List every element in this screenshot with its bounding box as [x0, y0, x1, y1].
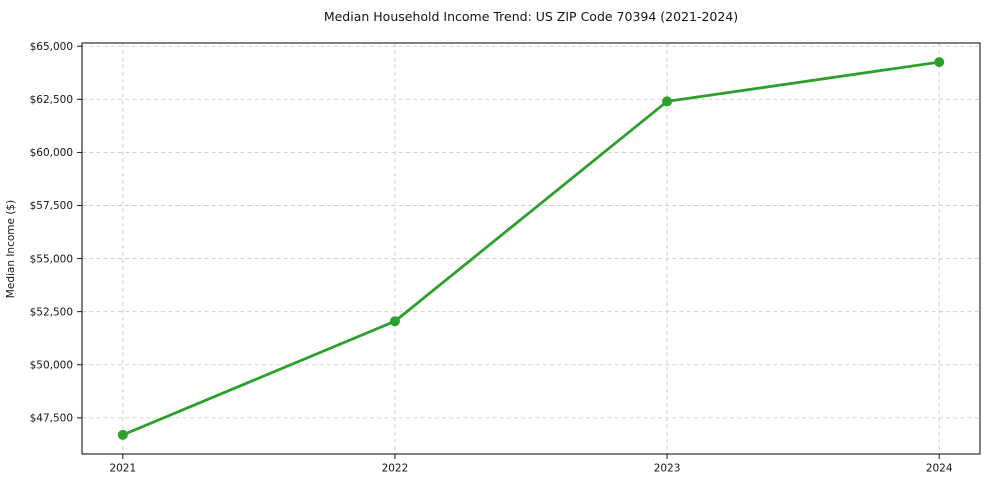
data-point-2023 — [662, 96, 673, 107]
data-point-2024 — [934, 57, 945, 68]
y-tick-label: $52,500 — [30, 306, 73, 318]
trend-line — [121, 60, 941, 437]
y-tick-label: $60,000 — [30, 147, 73, 159]
y-tick-label: $47,500 — [30, 413, 73, 425]
y-tick-label: $65,000 — [30, 41, 73, 53]
x-tick-label: 2024 — [926, 463, 953, 475]
chart-title: Median Household Income Trend: US ZIP Co… — [324, 9, 738, 24]
y-tick-label: $55,000 — [30, 253, 73, 265]
data-point-2022 — [389, 316, 400, 327]
x-tick-label: 2022 — [382, 463, 409, 475]
plot-frame — [81, 42, 981, 455]
y-tick-label: $50,000 — [30, 359, 73, 371]
y-tick-label: $62,500 — [30, 94, 73, 106]
y-tick-label: $57,500 — [30, 200, 73, 212]
data-point-2021 — [117, 429, 128, 440]
x-tick-label: 2021 — [109, 463, 136, 475]
plot-area: $47,500 $50,000 $52,500 $55,000 $57,500 $60,0… — [30, 41, 981, 475]
y-axis-title: Median Income ($) — [5, 200, 17, 298]
x-tick-label: 2023 — [654, 463, 681, 475]
